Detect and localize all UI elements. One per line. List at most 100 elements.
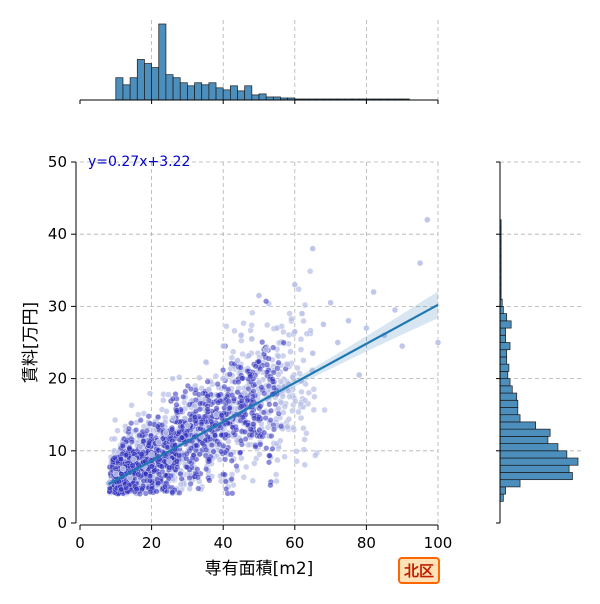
scatter-point — [289, 407, 296, 414]
x-hist-bar — [115, 77, 124, 101]
scatter-point — [307, 268, 314, 275]
scatter-point — [210, 448, 217, 455]
scatter-point — [193, 420, 200, 427]
y-hist-bar — [499, 320, 512, 329]
scatter-point — [159, 435, 166, 442]
scatter-point — [263, 346, 270, 353]
scatter-point — [298, 388, 305, 396]
scatter-point — [275, 410, 282, 417]
scatter-point — [221, 383, 228, 390]
scatter-point — [297, 346, 305, 353]
scatter-point — [301, 436, 308, 443]
scatter-point — [202, 358, 210, 366]
scatter-point — [240, 320, 247, 327]
scatter-point — [197, 400, 204, 407]
scatter-point — [301, 397, 309, 404]
scatter-point — [264, 361, 271, 368]
y-hist-bar — [499, 342, 511, 351]
scatter-point — [270, 344, 277, 351]
scatter-point — [173, 407, 180, 414]
scatter-point — [223, 323, 230, 330]
scatter-point — [163, 408, 170, 415]
scatter-point — [273, 324, 281, 332]
scatter-point — [255, 379, 263, 386]
scatter-point — [186, 485, 193, 492]
scatter-point — [164, 444, 171, 451]
scatter-point — [266, 401, 273, 408]
scatter-point — [251, 415, 258, 422]
scatter-point — [334, 339, 341, 346]
scatter-point — [147, 488, 154, 495]
y-hist-bar — [499, 464, 570, 473]
scatter-point — [196, 374, 203, 381]
scatter-point — [226, 371, 233, 378]
scatter-point — [188, 445, 195, 452]
x-hist-bar — [194, 82, 203, 101]
y-hist-bar — [499, 450, 568, 459]
scatter-point — [175, 374, 183, 381]
scatter-point — [370, 288, 377, 296]
scatter-point — [297, 336, 305, 343]
scatter-point — [169, 489, 176, 496]
scatter-point — [192, 387, 199, 393]
x-hist-bar — [244, 85, 253, 101]
scatter-point — [249, 477, 257, 484]
scatter-point — [204, 378, 211, 385]
scatter-point — [144, 427, 150, 434]
scatter-point — [177, 470, 184, 477]
x-tick-label: 60 — [285, 534, 304, 552]
scatter-point — [112, 470, 120, 478]
scatter-points — [105, 216, 442, 497]
scatter-point — [271, 384, 277, 391]
scatter-point — [242, 463, 250, 471]
y-hist-bar — [499, 399, 519, 408]
scatter-point — [264, 321, 271, 329]
scatter-point — [277, 378, 284, 385]
x-tick-label: 40 — [214, 534, 233, 552]
scatter-point — [229, 348, 237, 355]
scatter-point — [190, 452, 197, 459]
scatter-point — [216, 456, 224, 463]
y-hist-bar — [499, 479, 521, 488]
scatter-point — [356, 371, 363, 379]
scatter-point — [222, 478, 229, 485]
scatter-point — [277, 399, 285, 406]
scatter-point — [173, 401, 180, 408]
y-hist-bar — [499, 436, 549, 444]
scatter-point — [204, 406, 211, 413]
scatter-point — [295, 408, 302, 416]
scatter-point — [260, 409, 267, 416]
scatter-point — [247, 426, 254, 433]
x-hist-bar — [165, 74, 174, 101]
scatter-point — [289, 373, 296, 381]
scatter-point — [145, 413, 152, 420]
scatter-point — [228, 457, 235, 464]
scatter-point — [137, 444, 145, 451]
scatter-point — [250, 388, 257, 395]
scatter-point — [212, 432, 218, 439]
scatter-point — [140, 438, 147, 445]
scatter-point — [252, 363, 259, 370]
scatter-point — [169, 426, 176, 433]
scatter-point — [277, 437, 284, 444]
scatter-point — [256, 451, 263, 458]
scatter-point — [286, 310, 293, 317]
scatter-point — [238, 403, 245, 410]
scatter-point — [231, 327, 238, 335]
scatter-point — [261, 429, 268, 436]
scatter-point — [248, 432, 255, 439]
scatter-point — [233, 426, 240, 433]
scatter-point — [206, 456, 212, 463]
scatter-point — [130, 456, 137, 463]
scatter-point — [311, 393, 318, 400]
scatter-point — [198, 420, 205, 427]
x-hist-bar — [144, 63, 152, 101]
scatter-point — [153, 488, 160, 495]
scatter-point — [135, 471, 142, 478]
scatter-point — [267, 417, 274, 424]
scatter-point — [212, 411, 220, 418]
scatter-point — [118, 486, 125, 493]
scatter-point — [244, 441, 252, 449]
scatter-point — [262, 415, 269, 421]
scatter-point — [174, 464, 181, 471]
